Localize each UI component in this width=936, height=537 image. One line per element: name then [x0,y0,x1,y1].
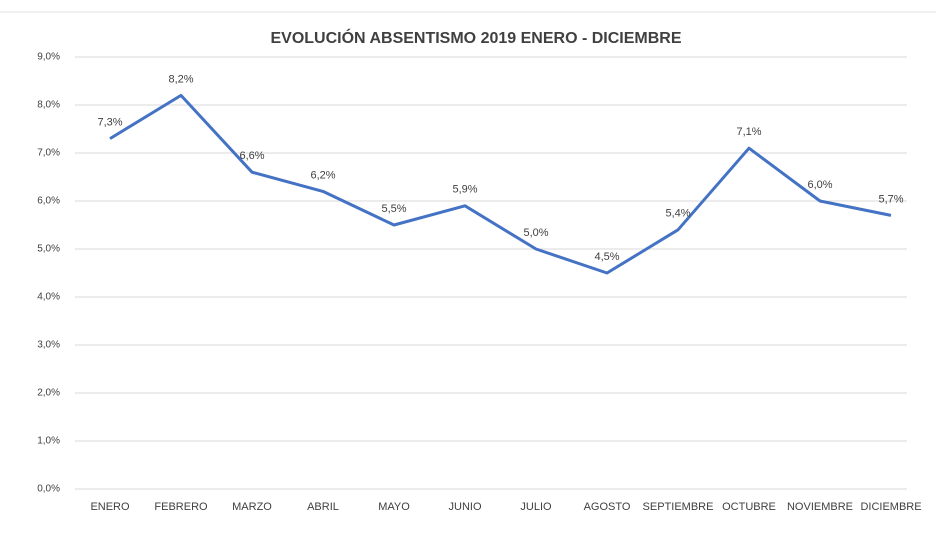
x-tick-label: JULIO [520,501,552,513]
y-tick-label: 6,0% [37,196,60,207]
x-tick-label: MAYO [378,501,410,513]
y-tick-label: 8,0% [37,100,60,111]
y-tick-label: 3,0% [37,340,60,351]
y-tick-label: 2,0% [37,388,60,399]
y-tick-label: 9,0% [37,52,60,63]
x-tick-label: JUNIO [449,501,482,513]
x-tick-label: OCTUBRE [722,501,776,513]
data-label: 5,4% [665,208,690,220]
x-tick-label: SEPTIEMBRE [643,501,714,513]
data-label: 7,1% [736,126,761,138]
x-tick-label: MARZO [232,501,272,513]
data-label: 8,2% [168,73,193,85]
data-label: 6,6% [239,150,264,162]
x-tick-label: AGOSTO [584,501,631,513]
x-tick-label: NOVIEMBRE [787,501,853,513]
x-tick-label: FEBRERO [154,501,208,513]
y-tick-label: 5,0% [37,244,60,255]
data-label: 5,0% [523,227,548,239]
data-label: 4,5% [594,251,619,263]
y-tick-label: 1,0% [37,436,60,447]
chart-title: EVOLUCIÓN ABSENTISMO 2019 ENERO - DICIEM… [270,28,681,47]
y-tick-label: 4,0% [37,292,60,303]
data-label: 5,7% [878,193,903,205]
data-label: 5,9% [452,184,477,196]
x-tick-label: DICIEMBRE [860,501,921,513]
line [109,93,892,275]
data-label: 7,3% [97,117,122,129]
y-tick-label: 7,0% [37,148,60,159]
y-tick-label: 0,0% [37,484,60,495]
data-label: 5,5% [381,203,406,215]
x-tick-label: ENERO [90,501,130,513]
data-label: 6,2% [310,169,335,181]
x-tick-label: ABRIL [307,501,339,513]
data-label: 6,0% [807,179,832,191]
